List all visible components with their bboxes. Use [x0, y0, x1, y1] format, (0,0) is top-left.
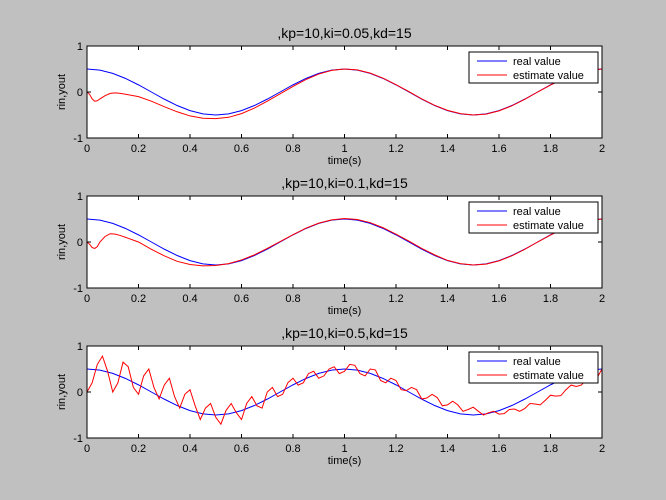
x-axis-label: time(s)	[328, 155, 362, 167]
subplot-1: 0 0.2 0.4 0.6 0.8 1 1.2 1.4 1.6 1.8 2-101,kp=10,ki…	[56, 25, 605, 167]
legend-label: estimate value	[513, 370, 584, 382]
x-tick-label: 0	[84, 143, 90, 155]
y-tick-label: 1	[77, 341, 83, 353]
y-axis-label: rin,yout	[56, 374, 68, 410]
x-tick-label: 0.8	[285, 293, 300, 305]
x-tick-label: 1.4	[440, 293, 455, 305]
x-tick-label: 0.4	[182, 143, 197, 155]
x-tick-label: 1.6	[491, 293, 506, 305]
x-tick-label: 1	[341, 143, 347, 155]
x-tick-label: 0.8	[285, 443, 300, 455]
legend-label: estimate value	[513, 220, 584, 232]
x-tick-label: 0.8	[285, 143, 300, 155]
x-tick-label: 1.2	[388, 293, 403, 305]
x-tick-label: 0.6	[234, 143, 249, 155]
y-tick-label: 1	[77, 41, 83, 53]
x-tick-label: 1.8	[543, 143, 558, 155]
x-tick-label: 1.4	[440, 143, 455, 155]
legend-box	[468, 351, 599, 384]
x-tick-label: 1.2	[388, 443, 403, 455]
y-tick-label: 0	[77, 87, 83, 99]
x-tick-label: 1.8	[543, 443, 558, 455]
x-tick-label: 1	[341, 293, 347, 305]
x-tick-label: 0.4	[182, 293, 197, 305]
x-axis-label: time(s)	[328, 455, 362, 467]
chart-title: ,kp=10,ki=0.5,kd=15	[281, 325, 408, 341]
x-tick-label: 0.6	[234, 293, 249, 305]
subplot-2: 0 0.2 0.4 0.6 0.8 1 1.2 1.4 1.6 1.8 2-101,kp=10,ki…	[56, 175, 605, 317]
legend-label: real value	[513, 56, 561, 68]
legend-box	[468, 201, 599, 234]
y-tick-label: 0	[77, 237, 83, 249]
chart-title: ,kp=10,ki=0.05,kd=15	[277, 25, 411, 41]
legend: real value estimate value	[468, 51, 599, 84]
x-tick-label: 1.4	[440, 443, 455, 455]
legend-box	[468, 51, 599, 84]
x-tick-label: 2	[599, 443, 605, 455]
x-tick-label: 2	[599, 293, 605, 305]
x-tick-label: 1.8	[543, 293, 558, 305]
legend-label: estimate value	[513, 70, 584, 82]
legend: real value estimate value	[468, 351, 599, 384]
chart-title: ,kp=10,ki=0.1,kd=15	[281, 175, 408, 191]
x-tick-label: 2	[599, 143, 605, 155]
x-tick-label: 0	[84, 443, 90, 455]
x-tick-label: 1.6	[491, 143, 506, 155]
series-line-estimate-value	[87, 218, 602, 267]
x-tick-label: 0.2	[131, 293, 146, 305]
legend-label: real value	[513, 356, 561, 368]
y-axis-label: rin,yout	[56, 74, 68, 110]
x-tick-label: 0.4	[182, 443, 197, 455]
y-tick-label: 1	[77, 191, 83, 203]
series-line-estimate-value	[87, 68, 602, 120]
y-axis-label: rin,yout	[56, 224, 68, 260]
legend-label: real value	[513, 206, 561, 218]
series-line-estimate-value	[87, 354, 602, 426]
y-tick-label: -1	[73, 283, 83, 295]
legend: real value estimate value	[468, 201, 599, 234]
x-tick-label: 1.6	[491, 443, 506, 455]
y-tick-label: -1	[73, 133, 83, 145]
x-tick-label: 0.6	[234, 443, 249, 455]
x-axis-label: time(s)	[328, 305, 362, 317]
y-tick-label: -1	[73, 433, 83, 445]
x-tick-label: 1.2	[388, 143, 403, 155]
x-tick-label: 0.2	[131, 143, 146, 155]
y-tick-label: 0	[77, 387, 83, 399]
x-tick-label: 0.2	[131, 443, 146, 455]
x-tick-label: 0	[84, 293, 90, 305]
x-tick-label: 1	[341, 443, 347, 455]
series-line-real-value	[87, 368, 602, 416]
subplot-3: 0 0.2 0.4 0.6 0.8 1 1.2 1.4 1.6 1.8 2-101,kp=10,ki…	[56, 325, 605, 467]
